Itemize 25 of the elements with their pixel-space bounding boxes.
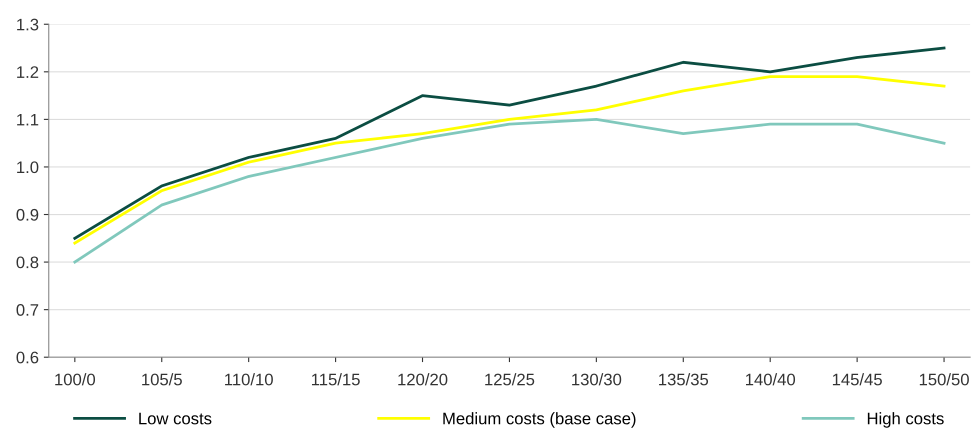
y-tick-label: 0.8 bbox=[16, 256, 38, 268]
legend-label: Medium costs (base case) bbox=[443, 412, 636, 428]
x-tick-label: 150/50 bbox=[920, 373, 969, 386]
y-tick-label: 1.3 bbox=[17, 18, 38, 30]
x-tick-label: 100/0 bbox=[55, 373, 96, 386]
x-tick-label: 145/45 bbox=[832, 373, 882, 386]
x-tick-label: 130/30 bbox=[572, 373, 622, 386]
y-tick-label: 0.6 bbox=[16, 352, 38, 364]
line-series bbox=[73, 46, 946, 240]
y-tick-label: 1.0 bbox=[17, 161, 38, 174]
x-tick-label: 110/10 bbox=[225, 373, 273, 386]
legend-label: High costs bbox=[868, 412, 944, 428]
y-tick-label: 1.1 bbox=[17, 114, 38, 126]
line-series bbox=[73, 118, 946, 264]
x-tick-label: 115/15 bbox=[312, 373, 360, 386]
x-tick-label: 120/20 bbox=[398, 373, 448, 386]
x-tick-label: 140/40 bbox=[746, 373, 796, 386]
y-tick-label: 1.2 bbox=[17, 66, 38, 78]
line-series bbox=[73, 75, 946, 244]
y-tick-label: 0.7 bbox=[16, 304, 38, 316]
x-tick-label: 125/25 bbox=[485, 373, 534, 386]
y-tick-label: 0.9 bbox=[16, 208, 38, 221]
x-tick-label: 105/5 bbox=[142, 373, 182, 386]
x-tick-label: 135/35 bbox=[659, 373, 708, 386]
legend-label: Low costs bbox=[139, 412, 212, 424]
